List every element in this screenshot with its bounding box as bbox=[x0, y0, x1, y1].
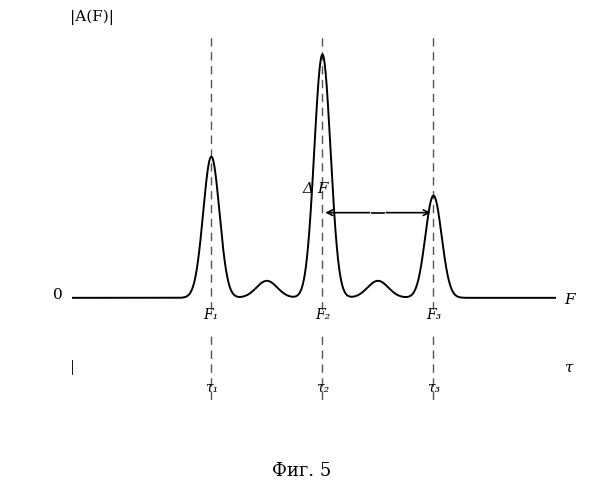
Text: 0: 0 bbox=[53, 288, 62, 302]
Text: F₃: F₃ bbox=[426, 308, 441, 322]
Text: τ: τ bbox=[565, 360, 574, 374]
Text: τ₁: τ₁ bbox=[205, 380, 218, 394]
Text: |A(F)|: |A(F)| bbox=[69, 10, 114, 26]
Text: F: F bbox=[564, 294, 575, 308]
Text: τ₂: τ₂ bbox=[316, 380, 329, 394]
Text: F₂: F₂ bbox=[315, 308, 330, 322]
Text: F₁: F₁ bbox=[204, 308, 219, 322]
Text: Фиг. 5: Фиг. 5 bbox=[272, 462, 332, 480]
Text: τ₃: τ₃ bbox=[427, 380, 440, 394]
Text: Δ F: Δ F bbox=[303, 182, 329, 196]
